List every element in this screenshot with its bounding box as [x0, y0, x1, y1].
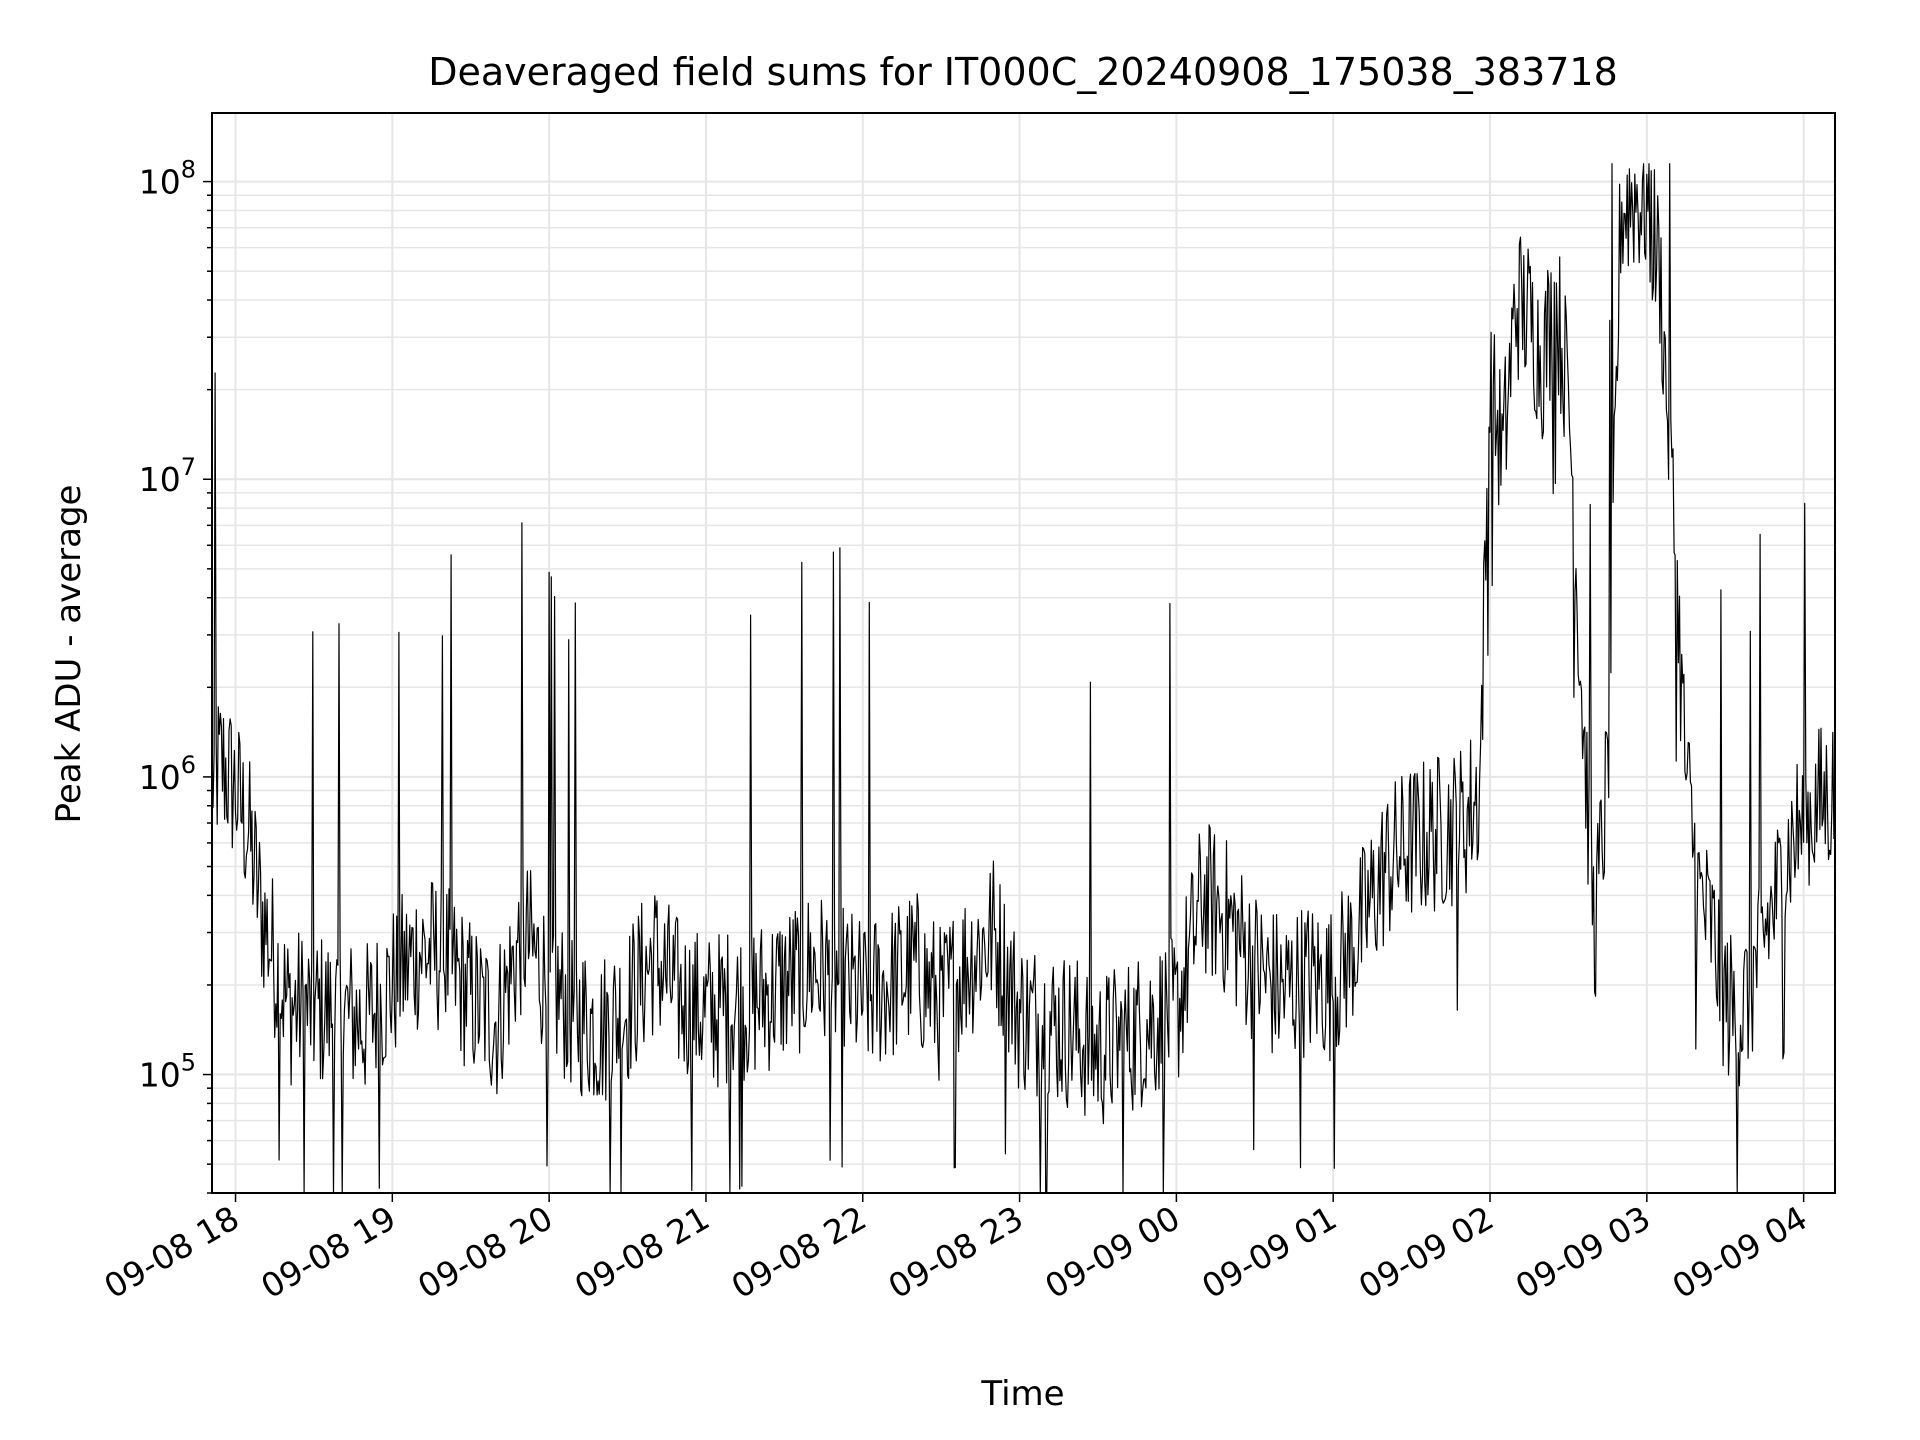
x-tick-label: 09-09 02	[1352, 1198, 1500, 1306]
y-tick-label: 107	[139, 453, 196, 499]
x-tick-label: 09-09 01	[1195, 1198, 1343, 1306]
x-tick-label: 09-08 22	[725, 1198, 873, 1306]
y-tick-label: 106	[139, 751, 196, 797]
x-tick-label: 09-08 20	[411, 1198, 559, 1306]
y-tick-label: 105	[139, 1049, 196, 1095]
y-tick-label: 108	[139, 156, 196, 202]
x-tick-label: 09-08 23	[882, 1198, 1030, 1306]
x-axis-label: Time	[980, 1374, 1064, 1414]
x-tick-label: 09-08 21	[568, 1198, 716, 1306]
x-tick-label: 09-09 03	[1509, 1198, 1657, 1306]
x-tick-label: 09-08 19	[254, 1198, 402, 1306]
chart-title: Deaveraged field sums for IT000C_2024090…	[428, 50, 1618, 94]
x-tick-label: 09-09 04	[1666, 1198, 1814, 1306]
x-tick-label: 09-08 18	[98, 1198, 246, 1306]
plot-frame	[211, 112, 1836, 1194]
series-line	[211, 163, 1835, 1194]
x-tick-label: 09-09 00	[1038, 1198, 1186, 1306]
series-line-group	[211, 163, 1835, 1194]
y-axis-label: Peak ADU - average	[49, 485, 89, 824]
